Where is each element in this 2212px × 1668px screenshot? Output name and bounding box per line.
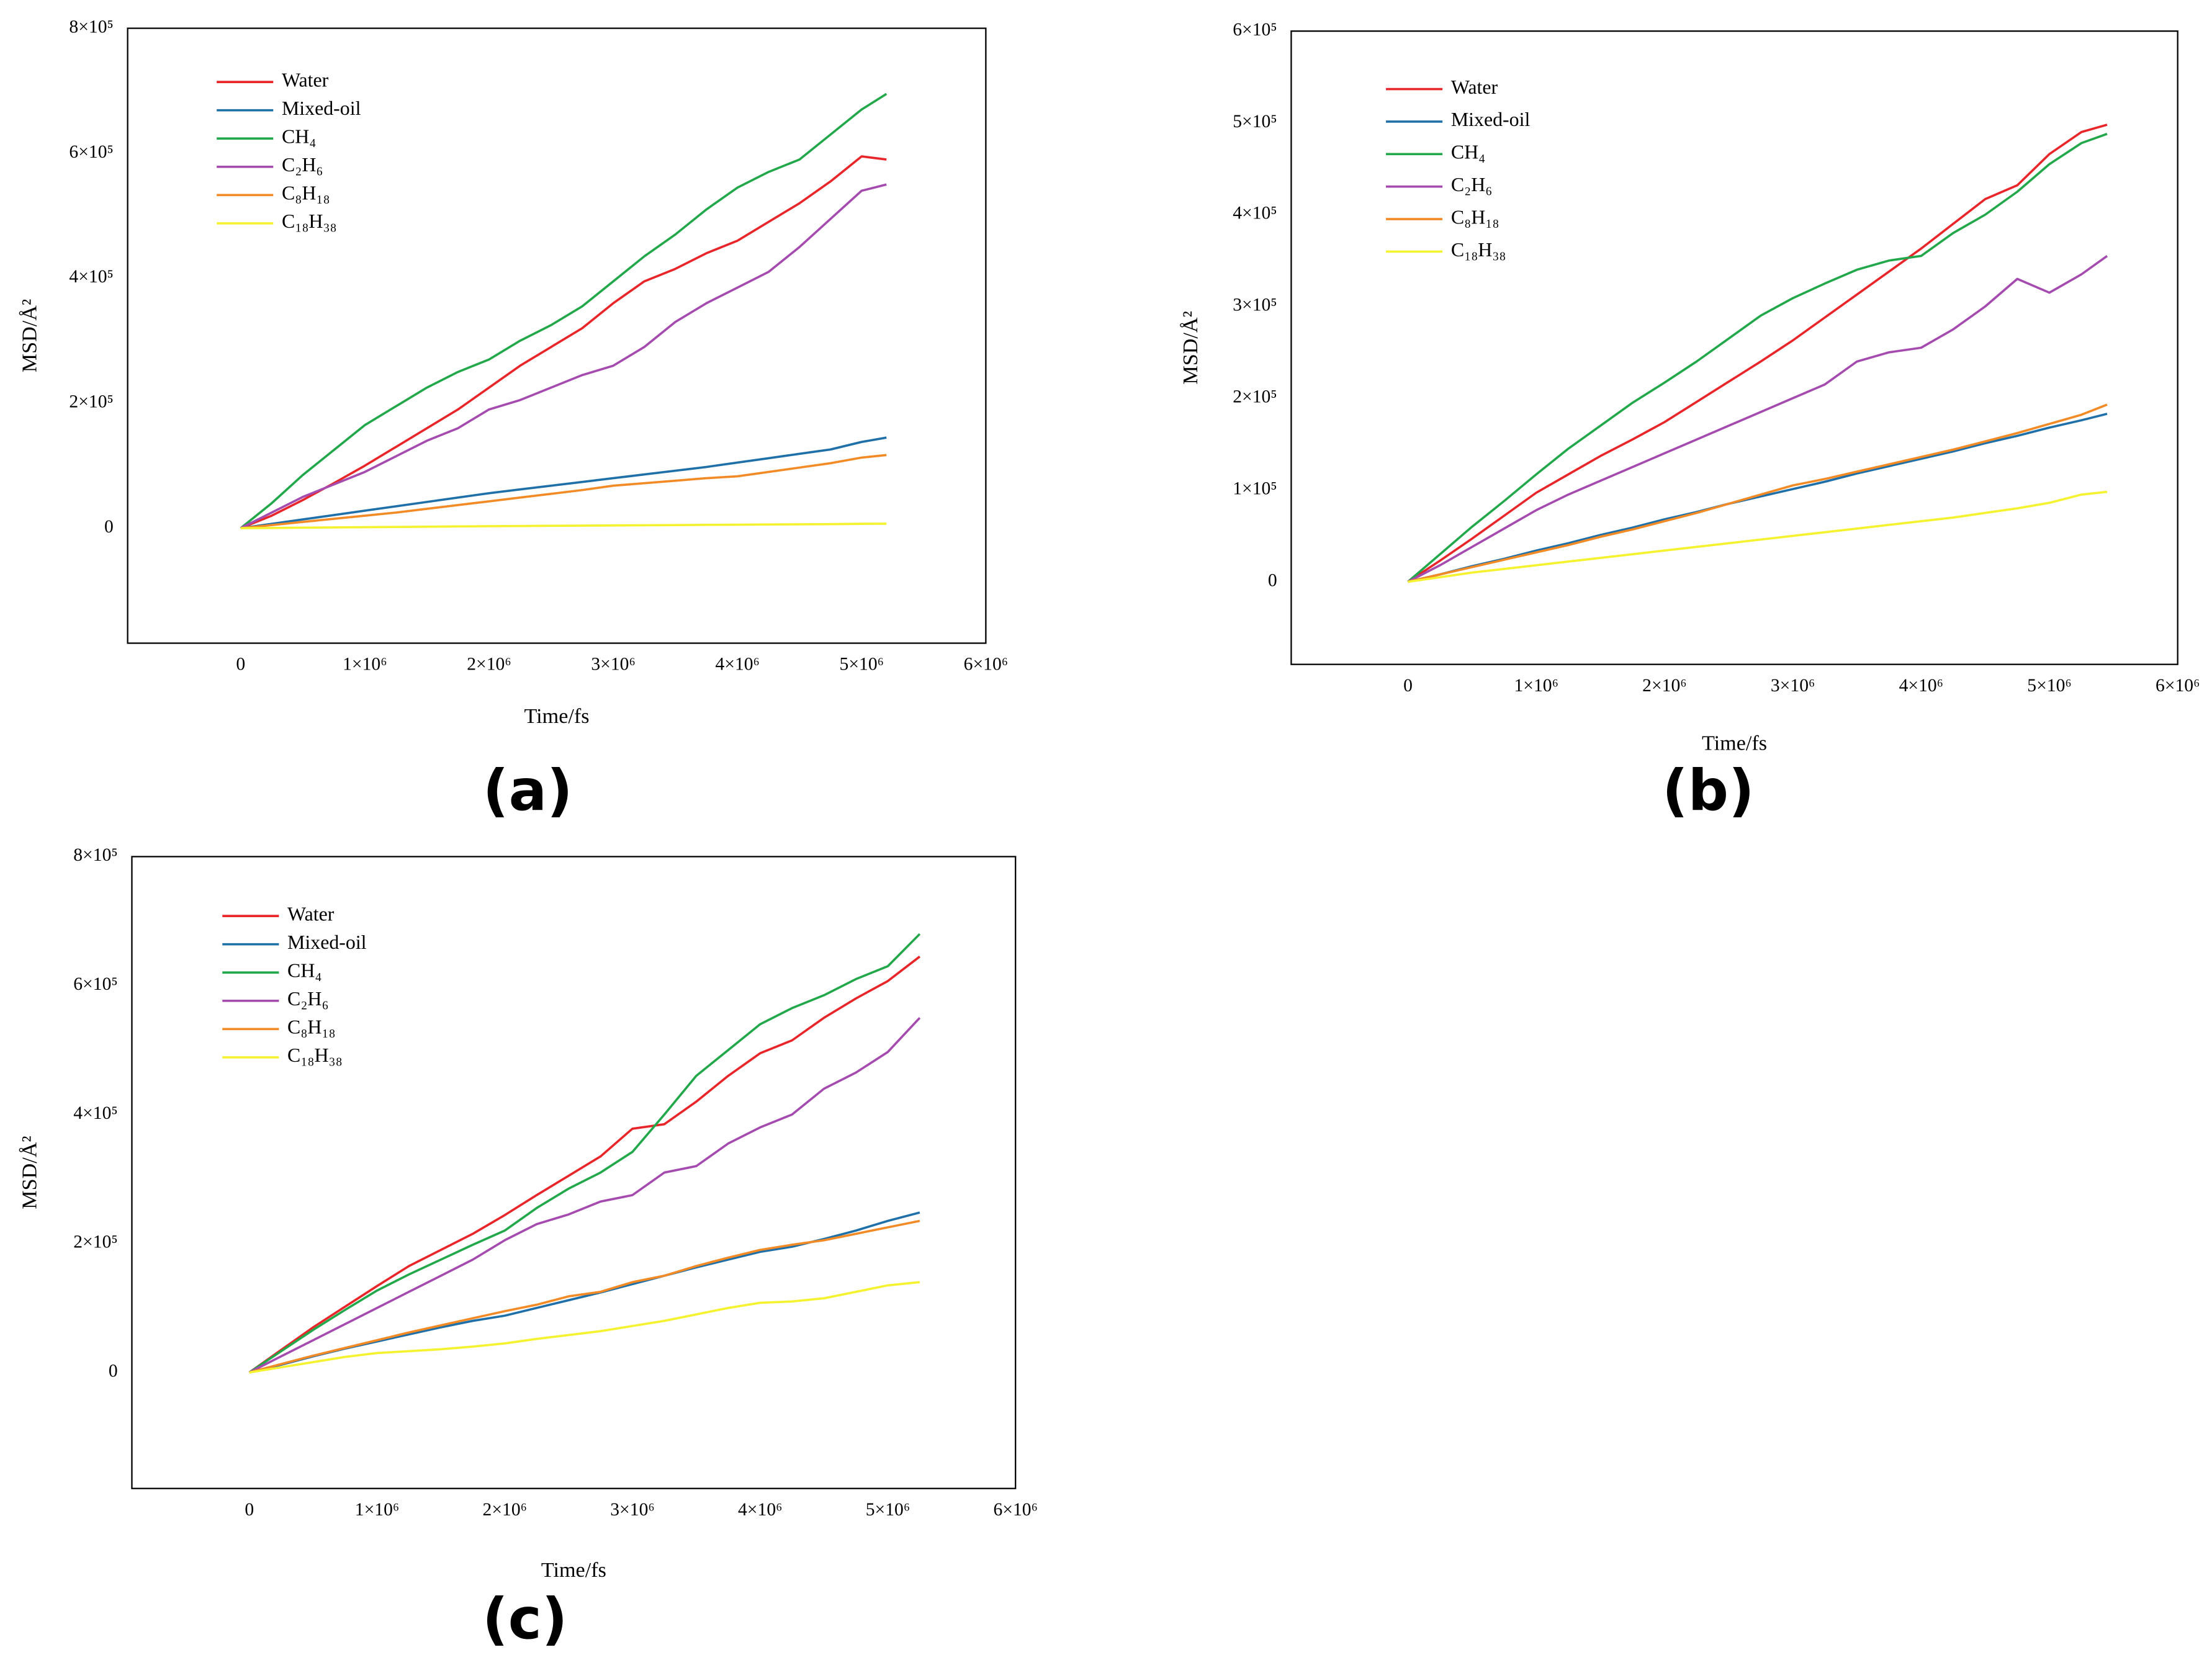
legend-label: Water <box>282 69 329 91</box>
legend-label: CH₄ <box>282 126 316 148</box>
y-tick-label: 0 <box>104 517 114 537</box>
y-tick-label: 6×10⁵ <box>69 142 113 162</box>
y-tick-label: 4×10⁵ <box>69 267 113 287</box>
series-line <box>248 933 921 1374</box>
y-axis-label: MSD/Å² <box>19 1136 42 1209</box>
y-tick-label: 6×10⁵ <box>73 974 117 994</box>
x-tick-label: 2×10⁶ <box>483 1500 527 1520</box>
series-line <box>248 1016 921 1374</box>
y-tick-label: 0 <box>1268 570 1277 590</box>
series-line <box>249 1211 920 1374</box>
x-tick-label: 4×10⁶ <box>715 655 759 675</box>
plot-frame <box>1290 30 2178 665</box>
series-line <box>1407 254 2108 583</box>
x-tick-label: 5×10⁶ <box>866 1500 910 1520</box>
legend-label: CH₄ <box>287 960 321 982</box>
legend-label: C₂H₆ <box>282 154 323 176</box>
y-tick-label: 5×10⁵ <box>1233 112 1277 132</box>
x-tick-label: 1×10⁶ <box>343 655 387 675</box>
y-axis-label: MSD/Å² <box>19 299 42 372</box>
x-tick-label: 5×10⁶ <box>2027 676 2071 696</box>
x-tick-label: 0 <box>1403 676 1413 696</box>
y-tick-label: 1×10⁵ <box>1233 478 1277 498</box>
x-tick-label: 5×10⁶ <box>840 655 884 675</box>
x-tick-label: 6×10⁶ <box>964 655 1008 675</box>
legend-label: C₁₈H₃₈ <box>282 210 337 232</box>
x-tick-label: 2×10⁶ <box>467 655 511 675</box>
legend-label: Water <box>287 903 335 925</box>
x-tick-label: 6×10⁶ <box>2156 676 2200 696</box>
legend-label: C₂H₆ <box>1451 174 1493 195</box>
x-axis-label: Time/fs <box>1702 732 1767 755</box>
series-line <box>240 436 887 529</box>
y-tick-label: 8×10⁵ <box>73 845 117 865</box>
x-axis-label: Time/fs <box>524 705 589 728</box>
series-line <box>1407 123 2108 583</box>
series-line <box>240 155 887 529</box>
legend-label: C₁₈H₃₈ <box>1451 239 1506 261</box>
series-line <box>249 1281 920 1374</box>
legend-label: Water <box>1451 76 1498 98</box>
series-line <box>1408 403 2108 583</box>
y-tick-label: 6×10⁵ <box>1233 20 1277 40</box>
legend-label: C₈H₁₈ <box>287 1016 336 1038</box>
legend-label: C₈H₁₈ <box>1451 206 1499 228</box>
x-tick-label: 1×10⁶ <box>355 1500 399 1520</box>
series-line <box>240 522 887 530</box>
legend-label: Mixed-oil <box>287 931 367 953</box>
series-line <box>1408 413 2108 583</box>
x-axis-label: Time/fs <box>541 1559 606 1582</box>
series-line <box>248 956 921 1374</box>
y-tick-label: 3×10⁵ <box>1233 295 1277 315</box>
legend-label: Mixed-oil <box>1451 109 1531 130</box>
series-line <box>1408 490 2108 583</box>
legend-label: C₈H₁₈ <box>282 182 330 204</box>
series-line <box>240 92 888 529</box>
y-tick-label: 2×10⁵ <box>73 1232 117 1252</box>
x-tick-label: 3×10⁶ <box>591 655 635 675</box>
x-tick-label: 0 <box>236 655 245 675</box>
x-tick-label: 3×10⁶ <box>1771 676 1815 696</box>
series-line <box>240 454 887 529</box>
y-tick-label: 8×10⁵ <box>69 17 113 37</box>
plot-frame <box>131 856 1017 1489</box>
y-tick-label: 2×10⁵ <box>69 392 113 412</box>
legend-label: CH₄ <box>1451 141 1485 163</box>
x-tick-label: 0 <box>245 1500 254 1520</box>
x-tick-label: 6×10⁶ <box>993 1500 1037 1520</box>
x-tick-label: 4×10⁶ <box>738 1500 782 1520</box>
y-tick-label: 0 <box>109 1361 118 1381</box>
x-tick-label: 2×10⁶ <box>1642 676 1686 696</box>
panel-label: (c) <box>482 1586 567 1652</box>
y-tick-label: 4×10⁵ <box>1233 204 1277 223</box>
series-line <box>240 183 887 529</box>
plot-frame <box>127 27 987 644</box>
legend-label: C₁₈H₃₈ <box>287 1044 343 1066</box>
legend-label: C₂H₆ <box>287 988 329 1010</box>
x-tick-label: 3×10⁶ <box>610 1500 654 1520</box>
x-tick-label: 1×10⁶ <box>1514 676 1558 696</box>
legend-label: Mixed-oil <box>282 97 361 119</box>
y-tick-label: 4×10⁵ <box>73 1103 117 1123</box>
series-line <box>1407 133 2108 583</box>
y-axis-label: MSD/Å² <box>1179 311 1202 384</box>
panel-label: (b) <box>1662 758 1755 823</box>
y-tick-label: 2×10⁵ <box>1233 387 1277 407</box>
series-line <box>249 1219 920 1374</box>
x-tick-label: 4×10⁶ <box>1899 676 1943 696</box>
panel-label: (a) <box>483 758 573 823</box>
